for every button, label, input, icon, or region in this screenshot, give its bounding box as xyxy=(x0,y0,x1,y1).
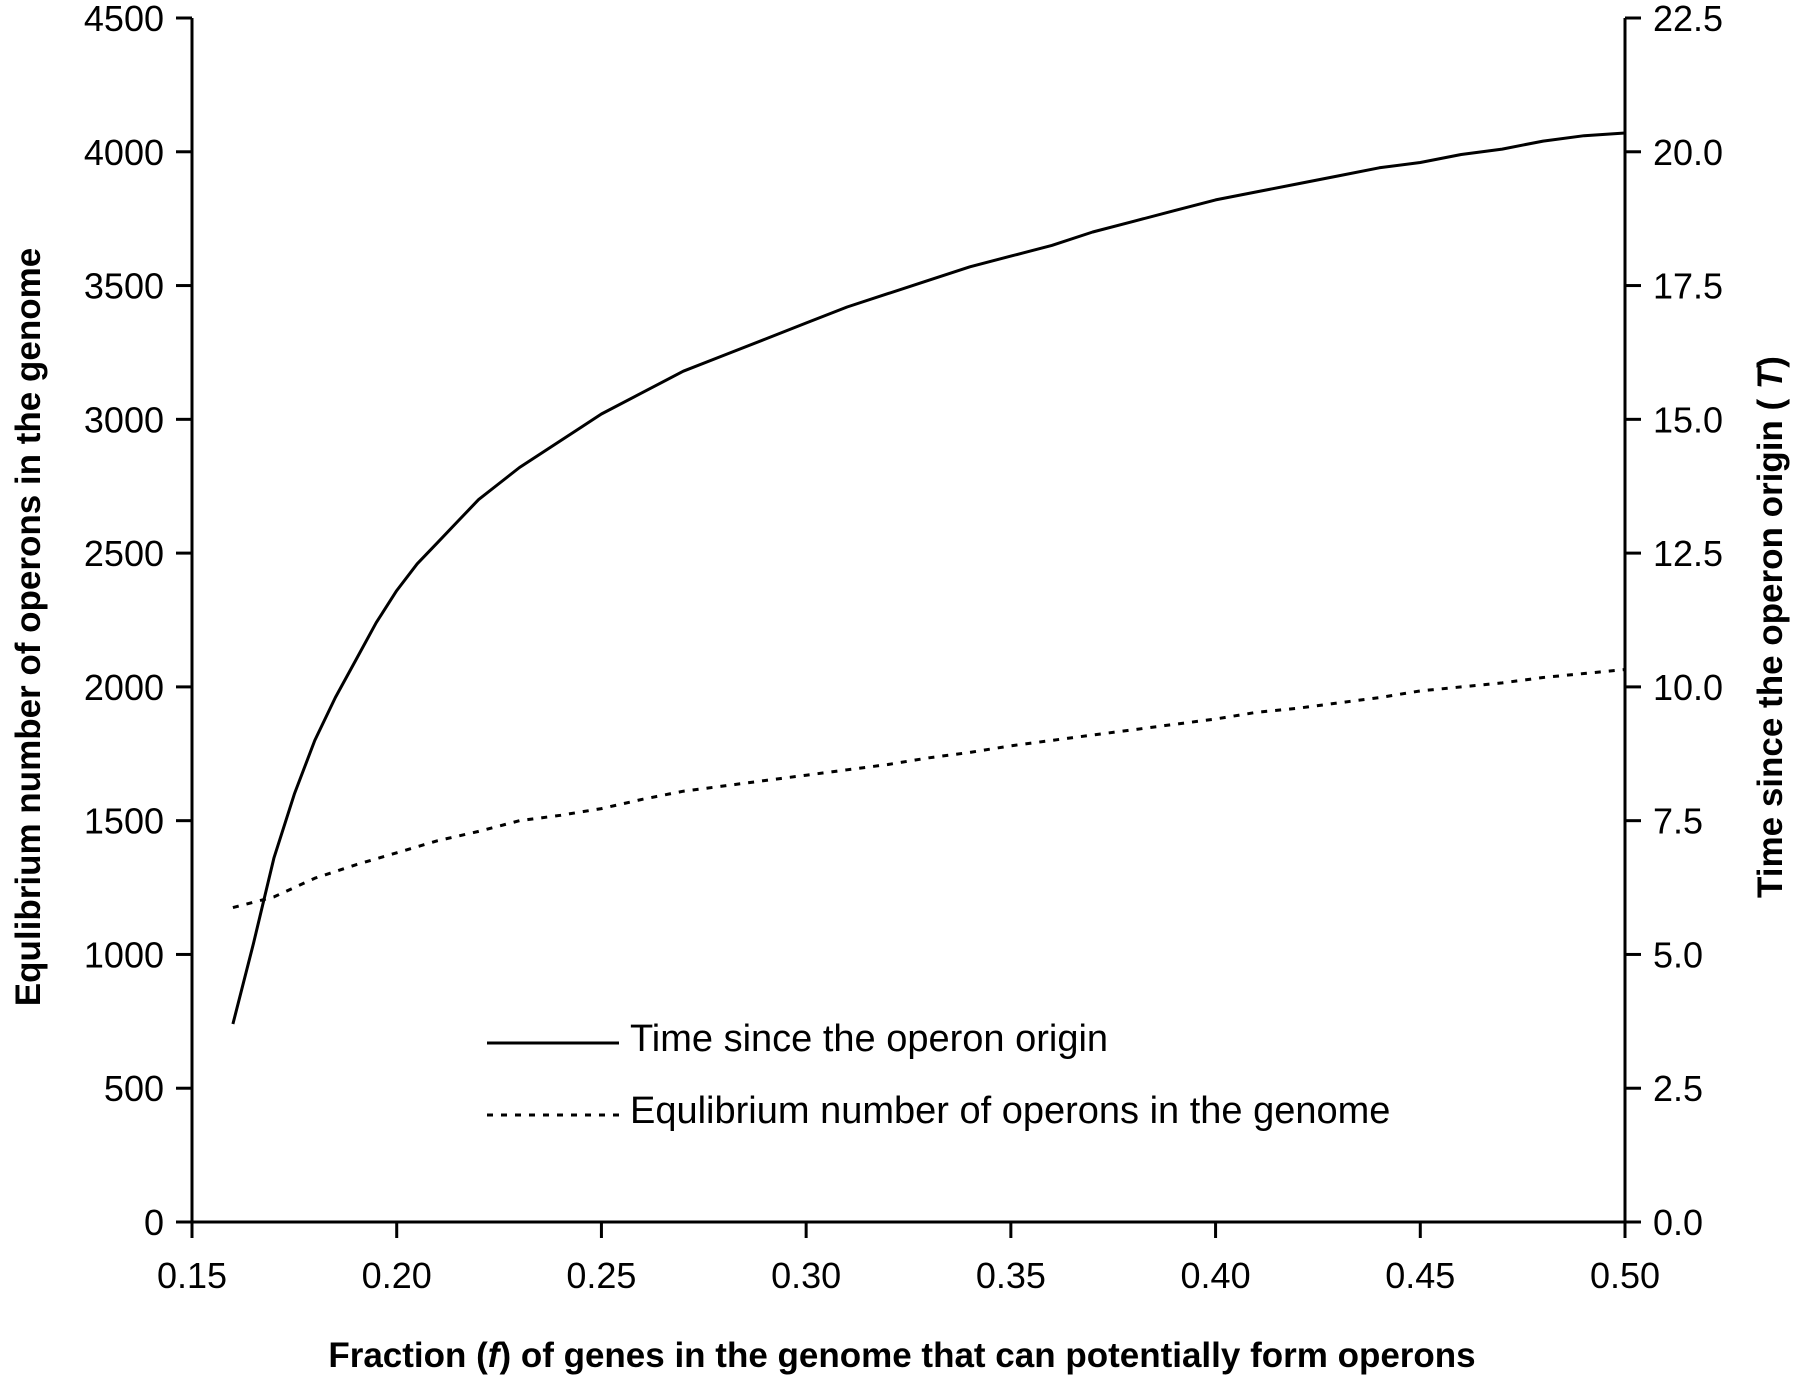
y-tick-label: 2000 xyxy=(84,667,164,708)
y2-tick-label: 7.5 xyxy=(1653,801,1703,842)
y-tick-label: 2500 xyxy=(84,533,164,574)
y2-axis-title: Time since the operon origin ( T) xyxy=(1751,356,1790,898)
x-tick-label: 0.20 xyxy=(362,1255,432,1296)
x-tick-label: 0.35 xyxy=(976,1255,1046,1296)
legend-label-time: Time since the operon origin xyxy=(630,1018,1108,1060)
y2-tick-label: 0.0 xyxy=(1653,1202,1703,1243)
x-tick-label: 0.15 xyxy=(157,1255,227,1296)
y2-tick-label: 2.5 xyxy=(1653,1068,1703,1109)
axes xyxy=(190,18,1627,1224)
y2-tick-label: 22.5 xyxy=(1653,0,1723,39)
y-tick-label: 1500 xyxy=(84,801,164,842)
y2-tick-label: 10.0 xyxy=(1653,667,1723,708)
x-tick-label: 0.40 xyxy=(1181,1255,1251,1296)
y-tick-label: 4000 xyxy=(84,132,164,173)
x-tick-label: 0.45 xyxy=(1385,1255,1455,1296)
y2-tick-label: 12.5 xyxy=(1653,533,1723,574)
series-line-time xyxy=(231,131,1626,1025)
x-tick-label: 0.25 xyxy=(566,1255,636,1296)
y-tick-label: 1000 xyxy=(84,934,164,975)
y2-tick-label: 5.0 xyxy=(1653,934,1703,975)
y2-tick-label: 20.0 xyxy=(1653,132,1723,173)
x-tick-label: 0.30 xyxy=(771,1255,841,1296)
y-tick-label: 3500 xyxy=(84,266,164,307)
x-tick-label: 0.50 xyxy=(1590,1255,1660,1296)
y-tick-label: 0 xyxy=(144,1202,164,1243)
y-tick-label: 3000 xyxy=(84,399,164,440)
ticks: 0.15 0.20 0.25 0.30 0.35 0.40 0.45 0.50 0 500 1000… xyxy=(84,0,1723,1296)
y2-tick-label: 15.0 xyxy=(1653,399,1723,440)
y-axis-title: Equlibrium number of operons in the geno… xyxy=(9,248,48,1006)
y-tick-label: 4500 xyxy=(84,0,164,39)
y-tick-label: 500 xyxy=(104,1068,164,1109)
series-line-operons xyxy=(232,668,1626,910)
series xyxy=(231,131,1626,1025)
x-axis-title: Fraction (f) of genes in the genome that… xyxy=(328,1336,1475,1375)
legend-label-operons: Equlibrium number of operons in the geno… xyxy=(630,1090,1390,1132)
y2-tick-label: 17.5 xyxy=(1653,266,1723,307)
legend: Time since the operon origin Equlibrium … xyxy=(487,1018,1390,1132)
